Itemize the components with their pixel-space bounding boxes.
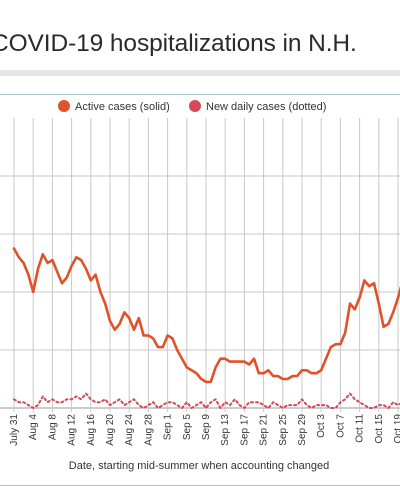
- x-axis-title: Date, starting mid-summer when accountin…: [69, 460, 329, 472]
- x-tick-label: Oct 7: [335, 414, 346, 438]
- x-tick-label: Aug 12: [67, 414, 78, 446]
- x-tick-label: Oct 15: [374, 414, 385, 444]
- x-tick-label: Aug 8: [47, 414, 58, 441]
- series-line-new-daily-cases: [13, 392, 400, 409]
- x-tick-label: Aug 16: [86, 414, 97, 446]
- x-tick-label: Aug 4: [28, 414, 39, 441]
- x-tick-label: Oct 3: [316, 414, 327, 438]
- x-tick-label: Sep 17: [239, 414, 250, 446]
- legend-marker-active: [58, 100, 70, 112]
- x-tick-label: Sep 1: [163, 414, 174, 441]
- x-tick-label: Aug 20: [105, 414, 116, 446]
- x-tick-label: July 31: [9, 414, 20, 446]
- chart-card: [0, 94, 400, 486]
- page-title: COVID-19 hospitalizations in N.H.: [0, 30, 357, 57]
- x-tick-label: Sep 25: [278, 414, 289, 446]
- x-tick-label: Sep 13: [220, 414, 231, 446]
- legend-marker-new: [189, 100, 201, 112]
- title-divider: [0, 70, 400, 76]
- x-axis-ticks: July 31 Aug 4 Aug 8 Aug 12 Aug 16 Aug 20 Aug 2…: [9, 414, 400, 446]
- x-tick-label: Sep 21: [259, 414, 270, 446]
- legend-label-active: Active cases (solid): [75, 101, 170, 113]
- x-tick-label: Sep 5: [182, 414, 193, 441]
- legend-label-new: New daily cases (dotted): [206, 101, 326, 113]
- x-tick-label: Sep 29: [297, 414, 308, 446]
- legend: Active cases (solid) New daily cases (do…: [58, 100, 326, 113]
- x-tick-label: Aug 24: [124, 414, 135, 446]
- gridlines: [0, 118, 400, 412]
- x-tick-label: Oct 11: [355, 414, 366, 443]
- x-tick-label: Oct 19: [393, 414, 400, 444]
- series: [12, 247, 400, 409]
- series-line-active-cases: [12, 247, 400, 384]
- x-tick-label: Sep 9: [201, 414, 212, 441]
- x-tick-label: Aug 28: [143, 414, 154, 446]
